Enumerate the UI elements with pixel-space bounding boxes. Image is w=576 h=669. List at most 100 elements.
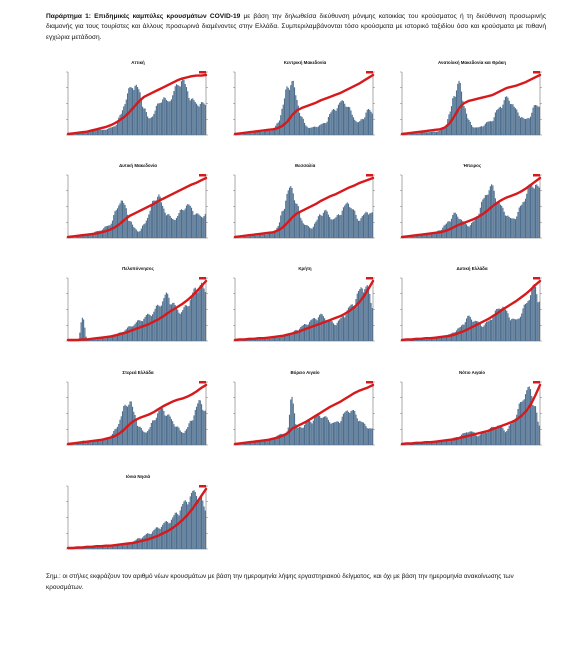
case-bar: [106, 129, 109, 135]
case-bar: [524, 303, 527, 341]
case-bar: [489, 319, 491, 341]
epi-curve-svg: [233, 174, 375, 239]
case-bar: [109, 336, 111, 341]
case-bar: [370, 212, 372, 238]
case-bar: [270, 130, 272, 135]
case-bar: [144, 535, 146, 549]
case-bar: [418, 133, 420, 135]
case-bar: [114, 211, 116, 238]
case-bar: [173, 91, 175, 135]
case-bar: [96, 547, 98, 549]
cumulative-cases-line: [66, 487, 208, 550]
case-bar: [169, 416, 171, 445]
case-bar: [360, 119, 362, 135]
case-bar: [310, 421, 312, 445]
case-bar: [258, 131, 260, 135]
case-bar: [502, 428, 504, 445]
case-bar: [147, 533, 149, 549]
case-bar: [150, 204, 152, 238]
case-bar: [455, 437, 458, 445]
case-bar: [518, 115, 520, 135]
case-bar: [278, 434, 281, 445]
case-bar: [306, 225, 308, 238]
case-bar: [105, 546, 107, 549]
case-bar: [109, 545, 111, 549]
case-bar: [157, 527, 159, 549]
case-bar: [140, 428, 142, 445]
case-bar: [415, 133, 417, 135]
case-bar: [273, 337, 276, 341]
case-bar: [298, 427, 301, 445]
case-bar: [179, 210, 181, 238]
case-bar: [130, 542, 132, 549]
case-bar: [488, 320, 490, 341]
case-bar: [350, 304, 352, 341]
case-bar: [345, 411, 347, 445]
case-bar: [270, 338, 272, 341]
case-bar: [506, 310, 508, 341]
case-bar: [285, 433, 287, 445]
case-bar: [96, 440, 98, 445]
case-bar: [428, 338, 430, 341]
case-bar: [327, 419, 329, 445]
case-bar: [361, 288, 363, 341]
case-bar: [518, 207, 520, 238]
case-bar: [334, 218, 336, 238]
case-bar: [295, 95, 297, 135]
case-bar: [482, 126, 484, 135]
case-bar: [197, 500, 199, 549]
case-bar: [519, 205, 522, 238]
case-bar: [427, 339, 429, 341]
case-bar: [310, 228, 312, 238]
case-bar: [179, 86, 181, 135]
case-bar: [139, 230, 141, 238]
case-bar: [168, 214, 170, 238]
case-bar: [155, 200, 157, 238]
case-bar: [288, 187, 291, 238]
case-bar: [140, 538, 142, 549]
case-bar: [458, 218, 460, 238]
case-bar: [245, 133, 247, 135]
case-bar: [482, 433, 484, 445]
case-bar: [106, 337, 109, 341]
case-bar: [275, 230, 277, 238]
case-bar: [139, 320, 141, 341]
case-bar: [180, 431, 183, 445]
case-bar: [354, 305, 356, 341]
case-bar: [114, 545, 116, 549]
case-bar: [165, 292, 167, 341]
case-bar: [369, 109, 371, 135]
case-bar: [349, 412, 351, 445]
epi-curve-panel: Ιόνια Νησιά: [58, 474, 218, 576]
case-bar: [449, 440, 451, 445]
case-bar: [85, 442, 87, 445]
case-bar: [508, 425, 510, 445]
case-bar: [316, 219, 318, 238]
case-bar: [197, 213, 199, 238]
case-bar: [440, 337, 443, 341]
case-bar: [116, 208, 119, 238]
case-bar: [481, 126, 483, 135]
case-bar: [291, 81, 293, 135]
case-bar: [538, 301, 540, 341]
case-bar: [434, 131, 436, 135]
case-bar: [263, 131, 265, 135]
case-bar: [356, 418, 358, 445]
case-bar: [365, 211, 367, 238]
case-bar: [286, 86, 288, 135]
case-bar: [370, 111, 372, 135]
case-bar: [516, 216, 518, 238]
case-bar: [319, 214, 321, 238]
case-bar: [177, 215, 179, 238]
case-bar: [204, 213, 206, 238]
case-bar: [432, 442, 434, 445]
case-bar: [454, 332, 456, 341]
case-bar: [337, 214, 340, 238]
case-bar: [329, 114, 331, 135]
case-bar: [109, 225, 111, 238]
case-bar: [157, 196, 159, 238]
case-bar: [243, 236, 245, 238]
case-bar: [503, 211, 505, 238]
case-bar: [528, 184, 530, 238]
case-bar: [103, 228, 105, 238]
